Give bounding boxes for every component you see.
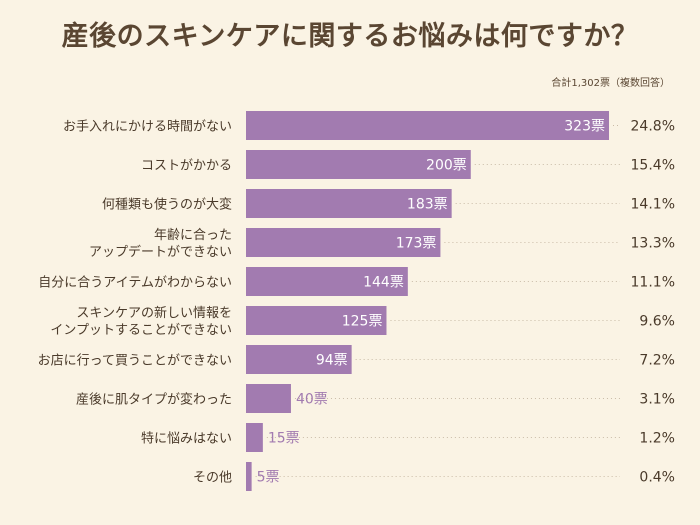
percentage-label: 24.8% <box>631 119 675 135</box>
chart-title: 産後のスキンケアに関するお悩みは何ですか？ <box>61 21 639 52</box>
category-label: インプットすることができない <box>50 323 232 338</box>
bar <box>246 189 452 218</box>
bar-value-label: 40票 <box>296 392 328 408</box>
bar <box>246 345 352 374</box>
bar <box>246 462 252 491</box>
bar-value-label: 200票 <box>426 158 467 174</box>
category-label: 年齢に合った <box>154 228 232 243</box>
bar <box>246 228 441 257</box>
bar <box>246 111 609 140</box>
percentage-label: 11.1% <box>631 275 675 291</box>
bar <box>246 267 408 296</box>
bar-value-label: 5票 <box>257 470 280 486</box>
bar-value-label: 323票 <box>564 119 605 135</box>
bar <box>246 423 263 452</box>
percentage-label: 15.4% <box>631 158 675 174</box>
percentage-label: 13.3% <box>631 236 675 252</box>
bar <box>246 384 291 413</box>
percentage-label: 14.1% <box>631 197 675 213</box>
percentage-label: 7.2% <box>639 353 675 369</box>
percentage-label: 3.1% <box>639 392 675 408</box>
bar-value-label: 183票 <box>407 197 448 213</box>
category-label: スキンケアの新しい情報を <box>76 305 232 321</box>
category-label: その他 <box>193 471 232 486</box>
percentage-label: 0.4% <box>639 470 675 486</box>
bar-value-label: 125票 <box>342 314 383 330</box>
percentage-label: 9.6% <box>639 314 675 330</box>
bar-value-label: 15票 <box>268 431 300 447</box>
bar-value-label: 94票 <box>316 353 348 369</box>
category-label: コストがかかる <box>141 159 232 174</box>
bar <box>246 306 387 335</box>
category-label: アップデートができない <box>89 244 232 260</box>
bar <box>246 150 471 179</box>
bar-value-label: 173票 <box>396 236 437 252</box>
category-label: 特に悩みはない <box>141 432 232 447</box>
category-label: 何種類も使うのが大変 <box>102 197 232 213</box>
category-label: お手入れにかける時間がない <box>63 120 232 135</box>
category-label: 自分に合うアイテムがわからない <box>38 276 232 291</box>
bar-value-label: 144票 <box>363 275 404 291</box>
category-label: お店に行って買うことができない <box>38 354 232 369</box>
category-label: 産後に肌タイプが変わった <box>76 392 232 408</box>
total-votes-note: 合計1,302票（複数回答） <box>551 78 670 89</box>
percentage-label: 1.2% <box>639 431 675 447</box>
